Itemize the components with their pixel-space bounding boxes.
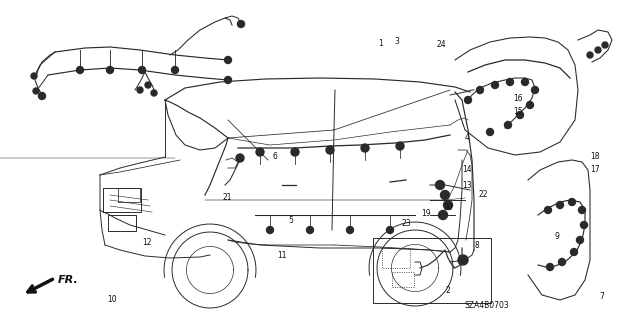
Circle shape <box>361 144 369 152</box>
Bar <box>373 238 491 303</box>
Text: 16: 16 <box>513 94 524 103</box>
Circle shape <box>602 42 608 48</box>
Circle shape <box>568 198 575 205</box>
Circle shape <box>106 66 113 73</box>
Circle shape <box>465 97 472 103</box>
Circle shape <box>579 206 586 213</box>
Text: 18: 18 <box>591 152 600 161</box>
Text: 10: 10 <box>107 295 117 304</box>
Circle shape <box>557 202 563 209</box>
Circle shape <box>587 52 593 58</box>
Circle shape <box>492 81 499 88</box>
Text: 5: 5 <box>289 216 294 225</box>
Circle shape <box>396 142 404 150</box>
Circle shape <box>326 146 334 154</box>
Text: 6: 6 <box>273 152 278 161</box>
Text: 19: 19 <box>420 209 431 218</box>
Bar <box>108 215 136 231</box>
Bar <box>392 272 414 287</box>
Circle shape <box>516 112 524 118</box>
Circle shape <box>438 211 447 219</box>
Circle shape <box>595 47 601 53</box>
Text: 22: 22 <box>479 190 488 199</box>
Circle shape <box>477 86 483 93</box>
Circle shape <box>291 148 299 156</box>
Circle shape <box>237 20 244 27</box>
Text: SZA4B0703: SZA4B0703 <box>465 300 509 309</box>
Text: 15: 15 <box>513 107 524 116</box>
Circle shape <box>522 78 529 85</box>
Text: 9: 9 <box>554 232 559 241</box>
Circle shape <box>77 66 83 73</box>
Circle shape <box>570 249 577 256</box>
Circle shape <box>444 201 452 210</box>
Text: 21: 21 <box>223 193 232 202</box>
Text: FR.: FR. <box>58 275 79 285</box>
Circle shape <box>31 73 37 79</box>
Text: 8: 8 <box>474 241 479 250</box>
Text: 24: 24 <box>436 40 447 49</box>
Circle shape <box>172 66 179 73</box>
Text: 7: 7 <box>599 292 604 301</box>
Circle shape <box>266 226 273 234</box>
Bar <box>382 248 410 268</box>
Circle shape <box>545 206 552 213</box>
Circle shape <box>346 226 353 234</box>
Circle shape <box>440 190 449 199</box>
Circle shape <box>458 255 468 265</box>
Text: 2: 2 <box>445 286 451 295</box>
Circle shape <box>225 77 232 84</box>
Circle shape <box>236 154 244 162</box>
Circle shape <box>527 101 534 108</box>
Text: 14: 14 <box>462 165 472 174</box>
Circle shape <box>435 181 445 189</box>
Circle shape <box>504 122 511 129</box>
Bar <box>118 188 140 202</box>
Circle shape <box>225 56 232 63</box>
Text: 13: 13 <box>462 181 472 189</box>
Text: 3: 3 <box>394 37 399 46</box>
Circle shape <box>38 93 45 100</box>
Circle shape <box>137 87 143 93</box>
Text: 17: 17 <box>590 165 600 174</box>
Circle shape <box>559 258 566 265</box>
Circle shape <box>307 226 314 234</box>
Text: 1: 1 <box>378 39 383 48</box>
Circle shape <box>577 236 584 243</box>
Circle shape <box>531 86 538 93</box>
Text: 23: 23 <box>401 219 412 228</box>
Circle shape <box>486 129 493 136</box>
Bar <box>103 188 141 212</box>
Circle shape <box>256 148 264 156</box>
Text: 11: 11 <box>277 251 286 260</box>
Text: 12: 12 <box>143 238 152 247</box>
Text: 20: 20 <box>443 203 453 212</box>
Circle shape <box>547 263 554 271</box>
Circle shape <box>506 78 513 85</box>
Circle shape <box>387 226 394 234</box>
Text: 4: 4 <box>465 133 470 142</box>
Circle shape <box>145 82 151 88</box>
Circle shape <box>151 90 157 96</box>
Circle shape <box>33 88 39 94</box>
Circle shape <box>138 66 145 73</box>
Circle shape <box>580 221 588 228</box>
